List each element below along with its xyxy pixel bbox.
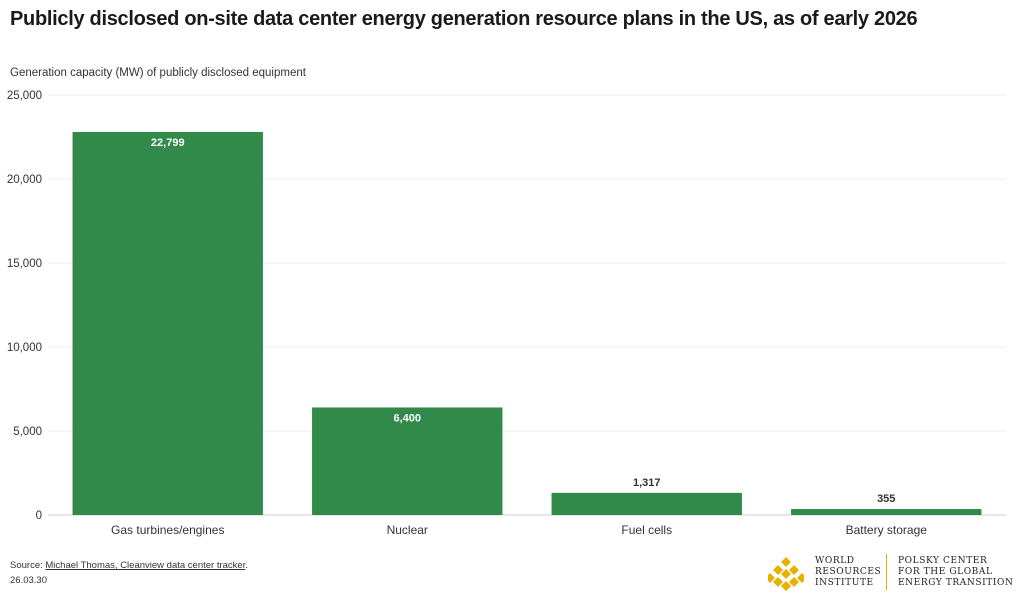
category-label: Gas turbines/engines [111, 523, 224, 537]
wri-line: RESOURCES [815, 567, 882, 577]
y-tick-label: 15,000 [7, 258, 42, 270]
y-tick-label: 10,000 [7, 342, 42, 354]
source-note: Source: Michael Thomas, Cleanview data c… [10, 560, 248, 571]
source-prefix: Source: [10, 560, 46, 571]
value-label: 6,400 [393, 412, 421, 424]
source-link[interactable]: Michael Thomas, Cleanview data center tr… [45, 560, 246, 571]
logo-divider [886, 554, 887, 590]
publish-date: 26.03.30 [10, 575, 47, 586]
bar [791, 509, 982, 515]
value-label: 22,799 [151, 137, 185, 149]
polsky-wordmark: POLSKY CENTER FOR THE GLOBAL ENERGY TRAN… [898, 556, 1014, 589]
y-tick-label: 0 [36, 510, 42, 522]
polsky-line: ENERGY TRANSITION [898, 578, 1014, 588]
source-suffix: . [245, 560, 248, 571]
chart-title: Publicly disclosed on-site data center e… [10, 8, 918, 30]
wri-line: WORLD [815, 556, 855, 566]
value-label: 355 [877, 493, 895, 505]
y-tick-label: 25,000 [7, 90, 42, 102]
y-axis-label: Generation capacity (MW) of publicly dis… [10, 67, 306, 79]
wri-wordmark: WORLD RESOURCES INSTITUTE [815, 556, 881, 589]
value-label: 1,317 [633, 477, 661, 489]
category-label: Battery storage [846, 523, 928, 537]
wri-polsky-logo: WORLD RESOURCES INSTITUTE POLSKY CENTER … [768, 554, 1016, 592]
wri-diamond-lattice-icon [768, 557, 804, 591]
polsky-line: FOR THE GLOBAL [898, 567, 993, 577]
y-tick-label: 20,000 [7, 174, 42, 186]
category-label: Fuel cells [621, 523, 672, 537]
y-tick-labels: 0 5,000 10,000 15,000 20,000 25,000 [7, 90, 42, 522]
wri-line: INSTITUTE [815, 578, 874, 588]
bar [551, 492, 742, 515]
category-label: Nuclear [387, 523, 428, 537]
bar [72, 131, 263, 515]
category-labels: Gas turbines/engines Nuclear Fuel cells Bat… [111, 523, 927, 537]
polsky-line: POLSKY CENTER [898, 556, 988, 566]
bar [312, 407, 503, 515]
value-labels: 22,799 6,400 1,317 355 [151, 137, 896, 505]
bars [72, 131, 982, 515]
y-tick-label: 5,000 [13, 426, 42, 438]
